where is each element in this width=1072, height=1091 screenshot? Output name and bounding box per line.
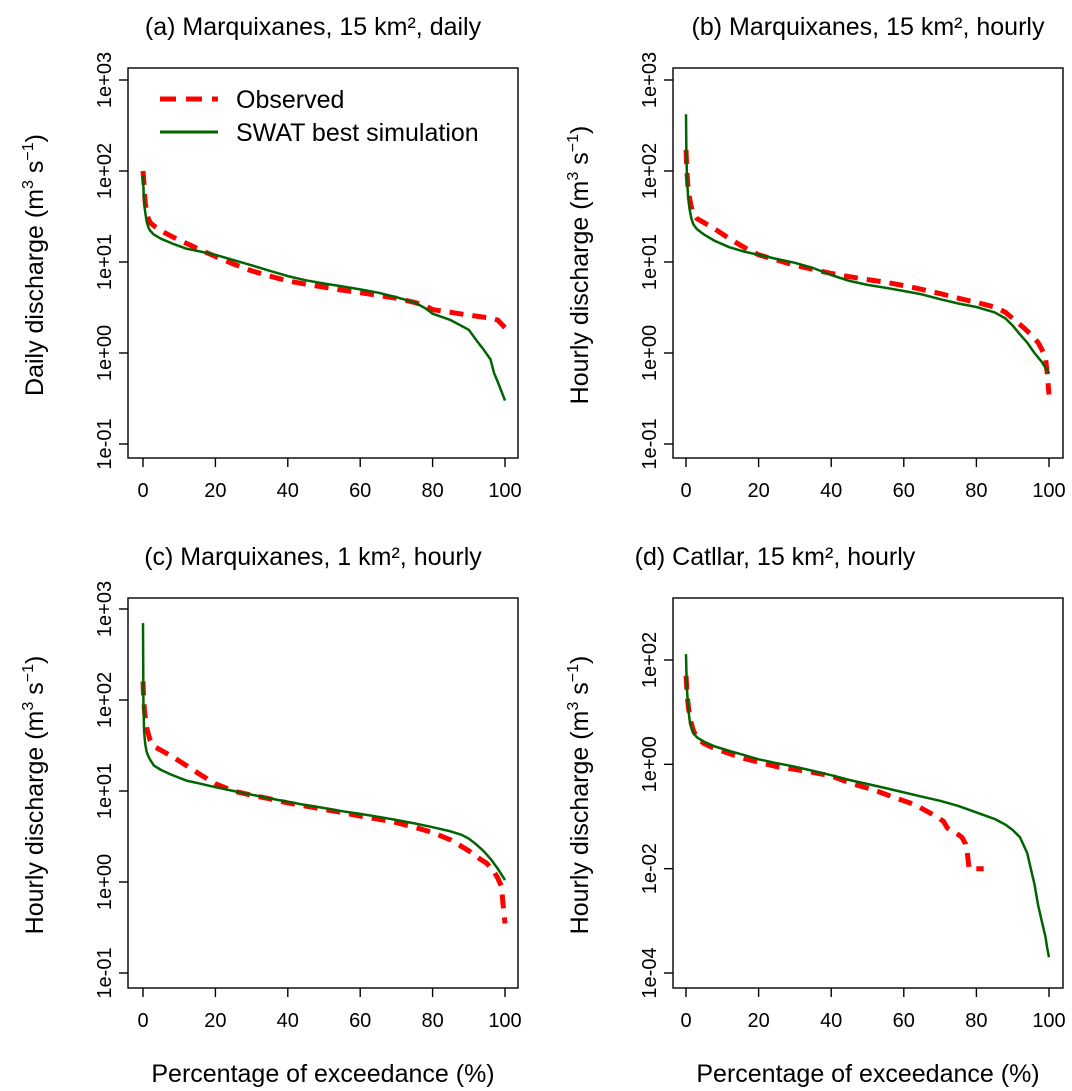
panel-d-y-tick-label: 1e-02 bbox=[639, 843, 661, 894]
panel-b-simulation-line bbox=[684, 114, 1051, 374]
panel-d-y-tick-label: 1e-04 bbox=[639, 947, 661, 998]
panel-b-observed-line bbox=[683, 149, 1052, 395]
legend-observed-label: Observed bbox=[236, 86, 344, 114]
panel-a-observed-line bbox=[140, 170, 507, 330]
panel-b-title: (b) Marquixanes, 15 km², hourly bbox=[692, 13, 1045, 41]
panel-a-plot-frame bbox=[127, 67, 519, 459]
panel-b-x-tick-label: 80 bbox=[965, 480, 987, 502]
panel-a-x-tick-label: 100 bbox=[488, 480, 521, 502]
panel-a-y-tick-label: 1e+02 bbox=[94, 143, 116, 199]
panel-c-x-tick-label: 100 bbox=[488, 1010, 521, 1032]
panel-c-xlabel: Percentage of exceedance (%) bbox=[151, 1060, 494, 1088]
panel-a-y-tick-label: 1e+03 bbox=[94, 52, 116, 108]
panel-c-x-tick-label: 0 bbox=[137, 1010, 148, 1032]
panel-c: (c) Marquixanes, 1 km², hourly Hourly di… bbox=[20, 543, 522, 1032]
panel-a-x-tick-label: 20 bbox=[204, 480, 226, 502]
panel-d-plot-frame bbox=[672, 597, 1064, 989]
panel-b-x-ticks: 0 20 40 60 80 100 bbox=[680, 458, 1066, 502]
panel-a-x-ticks: 0 20 40 60 80 100 bbox=[137, 458, 522, 502]
panel-a-y-tick-label: 1e-01 bbox=[94, 418, 116, 469]
panel-d-x-tick-label: 0 bbox=[680, 1010, 691, 1032]
panel-a: (a) Marquixanes, 15 km², daily Daily dis… bbox=[20, 13, 522, 502]
panel-a-x-tick-label: 40 bbox=[277, 480, 299, 502]
panel-d-y-ticks: 1e-04 1e-02 1e+00 1e+02 bbox=[639, 632, 673, 999]
panel-b-ylabel: Hourly discharge (m3 s−1) bbox=[565, 126, 594, 405]
panel-c-x-tick-label: 20 bbox=[204, 1010, 226, 1032]
panel-d-x-ticks: 0 20 40 60 80 100 bbox=[680, 988, 1066, 1032]
panel-c-y-ticks: 1e-01 1e+00 1e+01 1e+02 1e+03 bbox=[94, 581, 128, 999]
panel-b-x-tick-label: 60 bbox=[893, 480, 915, 502]
panel-a-y-ticks: 1e-01 1e+00 1e+01 1e+02 1e+03 bbox=[94, 52, 128, 470]
panel-c-y-tick-label: 1e+02 bbox=[94, 672, 116, 728]
legend-simulation-label: SWAT best simulation bbox=[236, 119, 479, 147]
panel-b-series bbox=[683, 114, 1052, 395]
panel-b-y-ticks: 1e-01 1e+00 1e+01 1e+02 1e+03 bbox=[639, 52, 673, 470]
panel-c-y-tick-label: 1e-01 bbox=[94, 947, 116, 998]
panel-b: (b) Marquixanes, 15 km², hourly Hourly d… bbox=[565, 13, 1066, 502]
panel-d-xlabel: Percentage of exceedance (%) bbox=[696, 1060, 1039, 1088]
panel-b-x-tick-label: 20 bbox=[747, 480, 769, 502]
panel-d-ylabel: Hourly discharge (m3 s−1) bbox=[565, 656, 594, 935]
panel-d-simulation-line bbox=[684, 654, 1051, 958]
panel-b-y-tick-label: 1e+01 bbox=[639, 234, 661, 290]
panel-a-y-tick-label: 1e+01 bbox=[94, 234, 116, 290]
panel-d-x-tick-label: 60 bbox=[893, 1010, 915, 1032]
panel-a-x-tick-label: 0 bbox=[137, 480, 148, 502]
panel-d-observed-line bbox=[683, 675, 984, 872]
panel-d-series bbox=[683, 654, 1051, 958]
panel-a-simulation-line bbox=[141, 175, 507, 402]
legend: Observed SWAT best simulation bbox=[160, 86, 479, 147]
panel-c-y-tick-label: 1e+01 bbox=[94, 763, 116, 819]
panel-a-x-tick-label: 80 bbox=[421, 480, 443, 502]
panel-d-x-tick-label: 100 bbox=[1032, 1010, 1065, 1032]
panel-d-title: (d) Catllar, 15 km², hourly bbox=[635, 543, 916, 571]
panel-b-x-tick-label: 100 bbox=[1032, 480, 1065, 502]
panel-c-observed-line bbox=[140, 681, 508, 924]
panel-d-y-tick-label: 1e+00 bbox=[639, 736, 661, 792]
panel-d: (d) Catllar, 15 km², hourly Hourly disch… bbox=[565, 543, 1066, 1032]
panel-b-y-tick-label: 1e+02 bbox=[639, 143, 661, 199]
panel-d-x-tick-label: 80 bbox=[965, 1010, 987, 1032]
panel-b-plot-frame bbox=[672, 67, 1064, 459]
panel-c-series bbox=[140, 623, 508, 924]
panel-d-x-tick-label: 40 bbox=[820, 1010, 842, 1032]
panel-d-x-tick-label: 20 bbox=[747, 1010, 769, 1032]
panel-a-ylabel: Daily discharge (m3 s−1) bbox=[20, 134, 49, 396]
panel-a-title: (a) Marquixanes, 15 km², daily bbox=[145, 13, 482, 41]
panel-c-ylabel: Hourly discharge (m3 s−1) bbox=[20, 656, 49, 935]
panel-d-y-tick-label: 1e+02 bbox=[639, 632, 661, 688]
panel-c-plot-frame bbox=[127, 597, 519, 989]
panel-c-x-tick-label: 40 bbox=[277, 1010, 299, 1032]
panel-b-x-tick-label: 40 bbox=[820, 480, 842, 502]
panel-a-y-tick-label: 1e+00 bbox=[94, 325, 116, 381]
panel-a-series bbox=[140, 170, 507, 402]
panel-b-y-tick-label: 1e+03 bbox=[639, 52, 661, 108]
panel-c-simulation-line bbox=[141, 623, 507, 881]
panel-c-x-tick-label: 60 bbox=[349, 1010, 371, 1032]
panel-c-x-ticks: 0 20 40 60 80 100 bbox=[137, 988, 522, 1032]
panel-c-y-tick-label: 1e+03 bbox=[94, 581, 116, 637]
panel-b-y-tick-label: 1e+00 bbox=[639, 325, 661, 381]
panel-b-y-tick-label: 1e-01 bbox=[639, 418, 661, 469]
panel-b-x-tick-label: 0 bbox=[680, 480, 691, 502]
panel-a-x-tick-label: 60 bbox=[349, 480, 371, 502]
panel-c-title: (c) Marquixanes, 1 km², hourly bbox=[144, 543, 482, 571]
panel-c-x-tick-label: 80 bbox=[421, 1010, 443, 1032]
panel-c-y-tick-label: 1e+00 bbox=[94, 854, 116, 910]
